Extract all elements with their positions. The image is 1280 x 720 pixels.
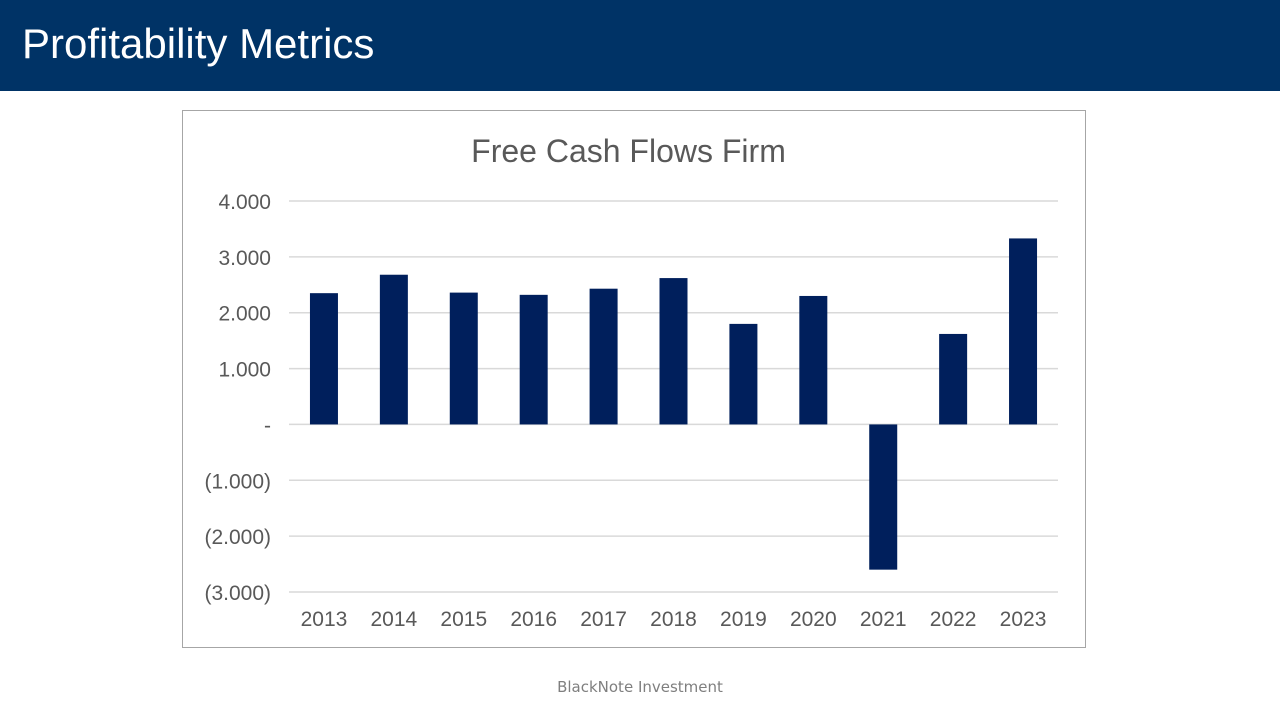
y-tick-label: (1.000) bbox=[204, 470, 271, 493]
bar-2017 bbox=[589, 288, 618, 425]
bar-2021 bbox=[869, 424, 898, 570]
x-tick-label: 2019 bbox=[720, 608, 767, 631]
slide-title: Profitability Metrics bbox=[22, 20, 375, 67]
x-tick-label: 2013 bbox=[301, 608, 348, 631]
y-tick-label: 2.000 bbox=[218, 303, 271, 326]
y-tick-label: 1.000 bbox=[218, 359, 271, 382]
bar-2020 bbox=[799, 295, 828, 425]
y-tick-label: 3.000 bbox=[218, 247, 271, 270]
y-tick-label: 4.000 bbox=[218, 191, 271, 214]
x-tick-label: 2014 bbox=[371, 608, 418, 631]
x-tick-label: 2022 bbox=[930, 608, 977, 631]
bar-2022 bbox=[939, 333, 968, 425]
y-tick-label: (2.000) bbox=[204, 526, 271, 549]
slide-header: Profitability Metrics bbox=[0, 0, 1280, 91]
x-tick-label: 2018 bbox=[650, 608, 697, 631]
chart-frame: Free Cash Flows Firm 4.000 3.000 2.000 1.000… bbox=[182, 110, 1086, 648]
bar-2023 bbox=[1009, 238, 1038, 425]
bar-2014 bbox=[379, 274, 408, 425]
bar-2018 bbox=[659, 278, 688, 425]
y-tick-label: (3.000) bbox=[204, 582, 271, 605]
y-tick-label: - bbox=[264, 414, 271, 437]
x-tick-label: 2017 bbox=[580, 608, 627, 631]
bar-chart: Free Cash Flows Firm 4.000 3.000 2.000 1.000… bbox=[204, 133, 1058, 631]
x-tick-label: 2023 bbox=[1000, 608, 1047, 631]
x-tick-label: 2016 bbox=[510, 608, 557, 631]
bar-2013 bbox=[309, 293, 338, 425]
x-tick-label: 2020 bbox=[790, 608, 837, 631]
x-tick-label: 2015 bbox=[440, 608, 487, 631]
bar-2019 bbox=[729, 323, 758, 425]
chart-title: Free Cash Flows Firm bbox=[471, 133, 786, 169]
x-tick-label: 2021 bbox=[860, 608, 907, 631]
footer-brand: BlackNote Investment bbox=[557, 678, 723, 696]
bar-2015 bbox=[449, 292, 478, 425]
bar-2016 bbox=[519, 294, 548, 425]
